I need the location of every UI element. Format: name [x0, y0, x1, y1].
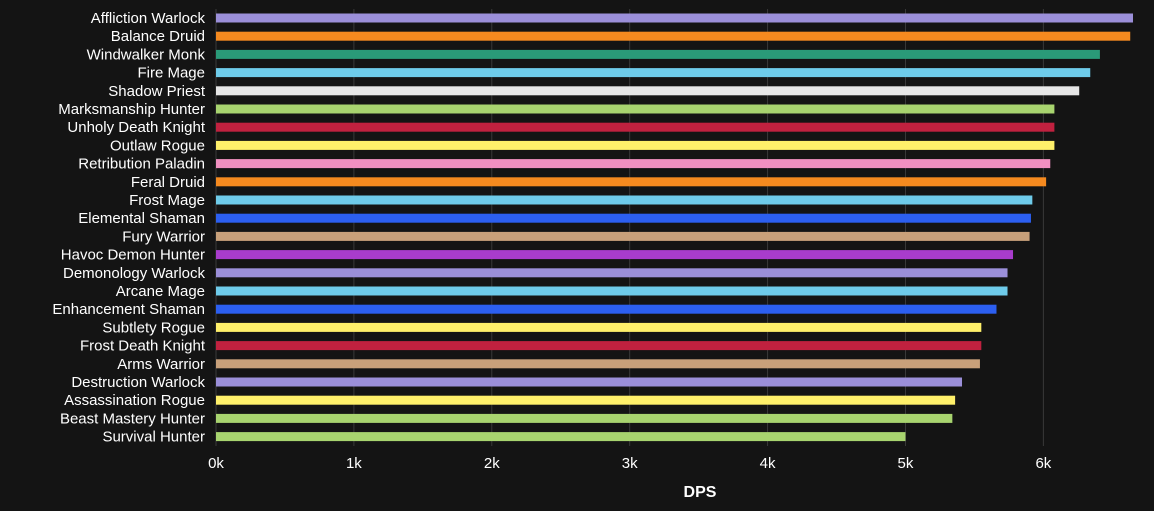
category-label: Affliction Warlock	[91, 10, 206, 27]
x-tick-label: 2k	[484, 455, 500, 472]
x-tick-label: 4k	[760, 455, 776, 472]
bar[interactable]	[216, 31, 1131, 41]
category-label: Frost Mage	[129, 192, 205, 209]
x-tick-label: 3k	[622, 455, 638, 472]
category-label: Shadow Priest	[108, 83, 206, 100]
x-tick-label: 1k	[346, 455, 362, 472]
category-label: Beast Mastery Hunter	[60, 410, 205, 427]
bar[interactable]	[216, 231, 1030, 241]
category-label: Retribution Paladin	[78, 156, 205, 173]
bar[interactable]	[216, 140, 1055, 150]
bar[interactable]	[216, 395, 956, 405]
x-tick-label: 0k	[208, 455, 224, 472]
bar[interactable]	[216, 49, 1100, 59]
category-label: Arms Warrior	[117, 356, 205, 373]
bar[interactable]	[216, 359, 980, 369]
category-label: Balance Druid	[111, 28, 205, 45]
category-label: Arcane Mage	[116, 283, 205, 300]
x-tick-label: 6k	[1035, 455, 1051, 472]
category-label: Fury Warrior	[122, 228, 205, 245]
bar[interactable]	[216, 177, 1047, 187]
bar[interactable]	[216, 195, 1033, 205]
category-label: Destruction Warlock	[71, 374, 205, 391]
bar[interactable]	[216, 432, 906, 442]
category-label: Fire Mage	[137, 65, 205, 82]
bar[interactable]	[216, 213, 1031, 223]
category-label: Assassination Rogue	[64, 392, 205, 409]
bar[interactable]	[216, 86, 1080, 96]
category-label: Subtlety Rogue	[102, 319, 205, 336]
bar[interactable]	[216, 304, 997, 314]
category-label: Frost Death Knight	[80, 338, 206, 355]
bar[interactable]	[216, 13, 1133, 23]
bar[interactable]	[216, 159, 1051, 169]
category-label: Marksmanship Hunter	[58, 101, 205, 118]
category-label: Demonology Warlock	[63, 265, 205, 282]
category-label: Unholy Death Knight	[67, 119, 205, 136]
bar[interactable]	[216, 268, 1008, 278]
category-label: Elemental Shaman	[78, 210, 205, 227]
bar[interactable]	[216, 68, 1091, 78]
category-label: Windwalker Monk	[87, 46, 206, 63]
category-label: Survival Hunter	[102, 429, 205, 446]
x-axis-title: DPS	[684, 484, 717, 501]
bar[interactable]	[216, 322, 982, 332]
category-label: Feral Druid	[131, 174, 205, 191]
bar[interactable]	[216, 286, 1008, 296]
bar[interactable]	[216, 341, 982, 351]
bar[interactable]	[216, 104, 1055, 114]
bar[interactable]	[216, 377, 963, 387]
category-label: Enhancement Shaman	[52, 301, 205, 318]
category-label: Outlaw Rogue	[110, 137, 205, 154]
bar[interactable]	[216, 250, 1014, 260]
bar[interactable]	[216, 122, 1055, 132]
x-tick-label: 5k	[898, 455, 914, 472]
bar[interactable]	[216, 413, 953, 423]
category-label: Havoc Demon Hunter	[61, 247, 205, 264]
